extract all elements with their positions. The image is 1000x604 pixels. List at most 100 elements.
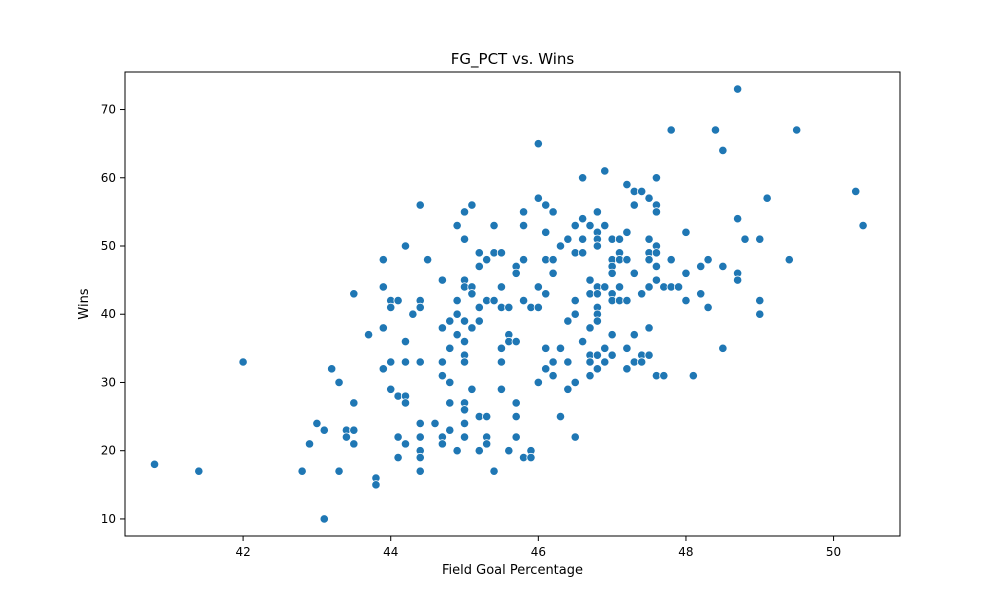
data-point (371, 480, 381, 490)
data-point (393, 432, 403, 442)
data-point (600, 343, 610, 353)
data-point (718, 343, 728, 353)
data-point (570, 220, 580, 231)
data-point (437, 371, 447, 381)
data-point (386, 384, 396, 394)
data-point (629, 330, 639, 340)
data-point (430, 418, 440, 429)
chart-title: FG_PCT vs. Wins (451, 50, 575, 69)
data-point (733, 84, 743, 94)
data-point (452, 220, 462, 231)
data-point (393, 295, 403, 306)
data-point (541, 364, 551, 374)
data-point (710, 125, 721, 135)
data-point (696, 261, 706, 272)
data-point (592, 316, 602, 326)
data-point (755, 234, 765, 244)
data-point (437, 323, 447, 333)
data-point (400, 336, 411, 347)
data-point (400, 241, 411, 251)
data-point (511, 268, 521, 278)
data-point (304, 439, 315, 449)
data-point (408, 309, 418, 319)
data-point (585, 371, 595, 381)
data-point (622, 295, 632, 306)
data-point (851, 186, 861, 197)
data-point (622, 255, 632, 265)
data-point (496, 343, 507, 353)
data-point (437, 275, 447, 285)
data-point (459, 405, 470, 415)
data-point (784, 255, 794, 265)
data-point (651, 207, 662, 217)
data-point (688, 371, 698, 381)
data-point (548, 255, 558, 265)
data-point (334, 466, 344, 476)
data-point (644, 255, 654, 265)
data-point (238, 357, 248, 367)
data-point (393, 452, 403, 463)
data-point (496, 384, 507, 394)
data-point (297, 466, 307, 476)
data-point (445, 316, 455, 326)
data-point (718, 261, 728, 272)
data-point (578, 234, 588, 244)
data-point (349, 425, 359, 435)
data-point (474, 261, 484, 272)
data-point (378, 364, 388, 374)
data-point (386, 357, 396, 367)
data-point (533, 193, 543, 203)
data-point (511, 398, 521, 408)
data-point (644, 350, 654, 360)
data-point (622, 227, 632, 237)
data-point (548, 207, 558, 217)
data-point (622, 179, 632, 190)
data-point (762, 193, 772, 203)
x-tick-label: 42 (235, 545, 250, 559)
data-point (651, 275, 662, 285)
data-point (149, 459, 160, 469)
data-point (474, 302, 484, 313)
data-point (452, 295, 462, 306)
data-point (445, 398, 455, 408)
data-point (644, 234, 654, 244)
data-point (578, 214, 588, 224)
data-point (585, 323, 595, 333)
data-point (378, 255, 388, 265)
data-point (555, 241, 566, 251)
data-point (555, 343, 566, 353)
data-point (319, 425, 329, 435)
data-point (629, 268, 639, 278)
x-tick-label: 44 (383, 545, 398, 559)
data-point (541, 343, 551, 353)
data-point (666, 125, 676, 135)
data-point (467, 384, 477, 394)
data-point (607, 268, 617, 278)
data-point (518, 255, 529, 265)
data-point (496, 357, 507, 367)
data-point (651, 261, 662, 272)
data-point (504, 446, 514, 456)
data-point (563, 384, 573, 394)
y-tick-label: 60 (101, 171, 116, 185)
data-point (637, 289, 647, 299)
data-point (504, 302, 514, 313)
data-point (415, 418, 425, 429)
data-point (349, 289, 359, 299)
data-point (533, 302, 543, 313)
data-point (312, 418, 322, 429)
data-point (349, 439, 359, 449)
x-tick-label: 48 (678, 545, 693, 559)
data-point (585, 357, 595, 367)
data-point (607, 330, 617, 340)
data-point (459, 418, 470, 429)
data-point (482, 255, 492, 265)
data-point (400, 398, 411, 408)
data-point (459, 357, 470, 367)
axis-ticks: 42 44 46 48 50 10 20 30 40 50 60 70 (101, 103, 841, 559)
data-point (651, 248, 662, 258)
data-point (651, 173, 662, 183)
data-point (518, 207, 529, 217)
data-point (570, 295, 580, 306)
data-point (607, 350, 617, 360)
